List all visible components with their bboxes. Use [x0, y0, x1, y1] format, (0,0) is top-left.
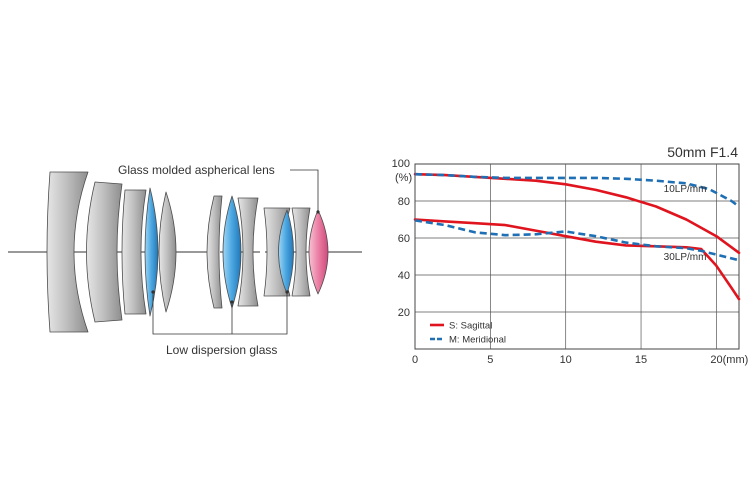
lens-element-3: [121, 189, 147, 315]
annotation-label: 30LP/mm: [664, 252, 707, 263]
lens-element-8: [237, 197, 259, 307]
x-tick-label: 5: [487, 354, 493, 366]
x-tick-label: 10: [560, 354, 572, 366]
chart-title: 50mm F1.4: [667, 144, 738, 160]
aspherical-label: Glass molded aspherical lens: [118, 163, 275, 177]
y-tick-label: 20: [398, 307, 410, 319]
legend-label: M: Meridional: [449, 335, 506, 346]
x-tick-label: 0: [412, 354, 418, 366]
lens-element-6: [206, 195, 223, 309]
y-tick-label: 100: [392, 158, 410, 170]
chart-series: [413, 172, 741, 301]
x-tick-label: 20(mm): [710, 354, 748, 366]
series-line-30lp-mm-sagittal: [413, 218, 741, 301]
lens-element-12-aspherical: [308, 209, 329, 295]
low-dispersion-leader-line: [152, 292, 288, 335]
chart-grid: [414, 163, 740, 350]
series-line-30lp-mm-meridional: [414, 219, 740, 262]
plot-frame: [414, 163, 740, 350]
chart-tick-labels: 0 5 10 15 20(mm) 20 40 60 80 100: [392, 158, 749, 366]
annotation-label: 10LP/mm: [664, 184, 707, 195]
chart-annotations: 10LP/mm 30LP/mm: [664, 184, 707, 263]
lens-element-11: [291, 207, 311, 297]
legend-label: S: Sagittal: [449, 321, 492, 332]
lens-element-1: [46, 171, 89, 333]
y-tick-label: 40: [398, 270, 410, 282]
lens-element-4-low-dispersion: [144, 187, 159, 317]
y-unit-label: (%): [395, 172, 412, 184]
lens-cross-section-diagram: Glass molded aspherical lens Low dispers…: [8, 163, 362, 357]
y-tick-label: 60: [398, 233, 410, 245]
y-tick-label: 80: [398, 196, 410, 208]
chart-legend: S: Sagittal M: Meridional: [430, 321, 506, 346]
x-tick-label: 15: [635, 354, 647, 366]
aspherical-leader-line: [290, 169, 319, 212]
lens-element-5: [158, 191, 177, 313]
series-line-10lp-mm-meridional: [414, 172, 740, 208]
low-dispersion-label: Low dispersion glass: [166, 343, 277, 357]
lens-element-2: [86, 181, 123, 323]
